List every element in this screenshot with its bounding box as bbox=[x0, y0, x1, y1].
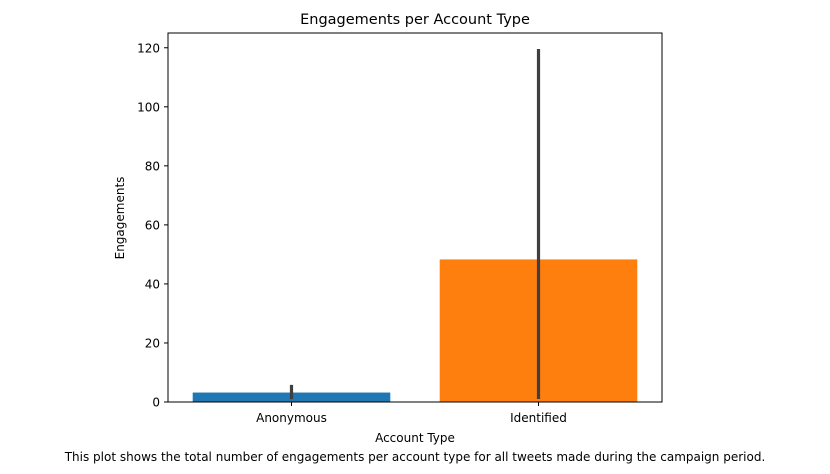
plot-frame bbox=[167, 32, 663, 403]
plot-area: Anonymous Identified 0 20 40 60 80 100 120 bbox=[137, 32, 663, 425]
y-tick-label: 60 bbox=[145, 218, 160, 232]
y-tick-label: 0 bbox=[152, 396, 160, 410]
x-tick-label: Anonymous bbox=[256, 411, 327, 425]
y-tick-label: 20 bbox=[145, 336, 160, 350]
y-tick-label: 100 bbox=[137, 100, 160, 114]
y-tick-label: 80 bbox=[145, 159, 160, 173]
x-tick-label: Identified bbox=[510, 411, 567, 425]
chart-title: Engagements per Account Type bbox=[300, 12, 530, 28]
y-axis-label: Engagements bbox=[113, 177, 127, 260]
chart-caption: This plot shows the total number of enga… bbox=[64, 450, 766, 464]
x-axis-label: Account Type bbox=[375, 431, 455, 445]
y-tick-label: 120 bbox=[137, 41, 160, 55]
y-tick-label: 40 bbox=[145, 277, 160, 291]
